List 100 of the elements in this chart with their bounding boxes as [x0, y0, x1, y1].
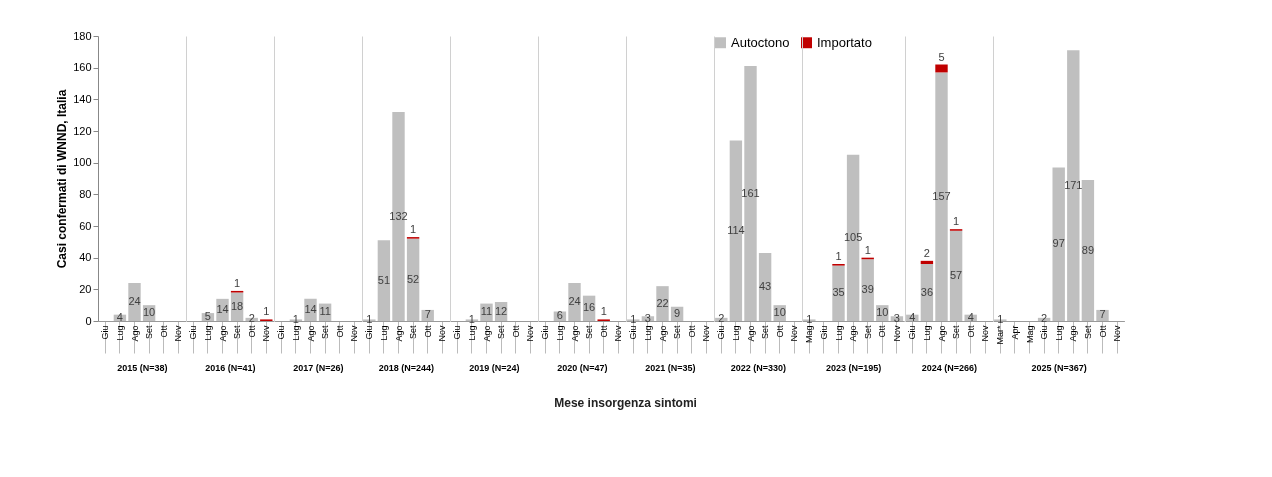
data-label: 16	[582, 301, 596, 314]
x-axis-title: 2015 (N=38)	[117, 363, 168, 373]
x-tick-label: Ago	[1068, 325, 1079, 342]
y-tick-label: 120	[73, 124, 92, 137]
x-tick-label: Giu	[452, 325, 463, 340]
y-axis-title: Casi confermati di WNND, Italia	[55, 89, 70, 269]
data-label: 12	[494, 304, 508, 317]
x-tick-label: Nov	[173, 325, 184, 342]
data-label: 1	[997, 313, 1004, 326]
x-tick-label: Set	[1082, 325, 1093, 340]
data-label: 39	[861, 283, 874, 296]
data-label: 132	[389, 209, 408, 222]
data-label: 4	[909, 310, 916, 323]
data-label: 35	[832, 286, 845, 299]
x-tick-label: Giu	[540, 325, 551, 340]
data-label: 36	[920, 285, 934, 298]
x-tick-label: Nov	[613, 325, 624, 342]
data-label: 1	[953, 215, 960, 228]
x-tick-label: Ago	[393, 325, 404, 342]
x-tick-label: Nov	[701, 325, 712, 342]
x-tick-label: Giu	[716, 325, 727, 340]
x-tick-label: Ott	[686, 325, 697, 338]
x-axis-title: 2020 (N=47)	[557, 363, 608, 373]
x-axis-title: 2018 (N=244)	[378, 363, 434, 373]
data-label: 22	[656, 296, 669, 309]
data-label: 10	[773, 306, 786, 319]
data-label: 97	[1052, 237, 1065, 250]
x-tick-label: Apr	[1009, 325, 1020, 340]
x-tick-label: Nov	[980, 325, 991, 342]
x-tick-label: Mag	[1024, 325, 1035, 344]
y-tick-label: 60	[79, 219, 92, 232]
data-label: 157	[932, 189, 951, 202]
data-label: 1	[410, 223, 417, 236]
data-label: 161	[741, 186, 760, 199]
data-label: 9	[674, 306, 681, 319]
data-label: 3	[893, 311, 900, 324]
data-label: 7	[1099, 308, 1106, 321]
x-tick-label: Nov	[349, 325, 360, 342]
data-label: 7	[424, 308, 431, 321]
data-label: 4	[967, 310, 974, 323]
data-label: 1	[292, 313, 299, 326]
x-tick-label: Set	[862, 325, 873, 340]
x-tick-label: Nov	[261, 325, 272, 342]
x-tick-label: Ago	[745, 325, 756, 342]
data-label: 52	[406, 272, 420, 285]
x-axis-title: 2017 (N=26)	[293, 363, 344, 373]
x-tick-label: Ago	[569, 325, 580, 342]
x-tick-label: Lug	[202, 325, 213, 341]
y-tick-label: 140	[73, 92, 92, 105]
x-tick-label: Set	[232, 325, 243, 340]
x-tick-label: Giu	[818, 325, 829, 340]
x-tick-label: Giu	[907, 325, 918, 340]
data-label: 14	[216, 302, 229, 315]
x-tick-label: Set	[951, 325, 962, 340]
x-tick-label: Lug	[554, 325, 565, 341]
data-label: 89	[1081, 243, 1095, 256]
data-label: 105	[843, 230, 863, 243]
data-label: 24	[568, 295, 581, 307]
data-label: 4	[116, 310, 123, 323]
x-tick-label: Ago	[936, 325, 947, 342]
data-label: 3	[644, 311, 651, 324]
x-tick-label: Ago	[305, 325, 316, 342]
x-tick-label: Set	[584, 325, 595, 340]
data-label: 1	[468, 313, 475, 326]
x-axis-title: 2025 (N=367)	[1031, 363, 1087, 373]
data-label: 51	[377, 273, 391, 286]
x-tick-label: Ott	[1097, 325, 1108, 338]
data-label: 1	[806, 313, 813, 326]
x-tick-label: Lug	[290, 325, 301, 341]
x-tick-label: Giu	[364, 325, 375, 340]
x-axis-title: 2016 (N=41)	[205, 363, 256, 373]
x-tick-label: Lug	[114, 325, 125, 341]
bar	[920, 260, 934, 264]
x-tick-label: Set	[408, 325, 419, 340]
x-axis-title: 2024 (N=266)	[921, 363, 977, 373]
x-axis-title: 2019 (N=24)	[469, 363, 520, 373]
x-tick-label: Ott	[510, 325, 521, 338]
x-tick-label: Giu	[1039, 325, 1050, 340]
x-tick-label: Ago	[481, 325, 492, 342]
x-tick-label: Set	[496, 325, 507, 340]
x-tick-label: Lug	[1053, 325, 1064, 341]
data-label: 18	[230, 299, 244, 312]
data-label: 2	[923, 246, 930, 259]
data-label: 5	[204, 310, 211, 323]
data-label: 1	[835, 250, 842, 262]
x-tick-label: Nov	[891, 325, 902, 342]
x-tick-label: Ott	[422, 325, 433, 338]
data-label: 2	[1041, 312, 1048, 325]
x-tick-label: Ago	[657, 325, 668, 342]
y-tick-label: 40	[79, 251, 92, 264]
x-tick-label: Nov	[1112, 325, 1123, 342]
x-tick-label: Ott	[158, 325, 169, 338]
x-tick-label: Set	[320, 325, 331, 340]
data-label: 1	[630, 313, 637, 326]
y-tick-label: 0	[85, 314, 92, 327]
x-tick-label: Ott	[877, 325, 888, 338]
data-label: 1	[366, 313, 373, 326]
data-label: 171	[1064, 178, 1083, 191]
data-label: 6	[556, 309, 563, 322]
data-label: 11	[480, 305, 493, 318]
